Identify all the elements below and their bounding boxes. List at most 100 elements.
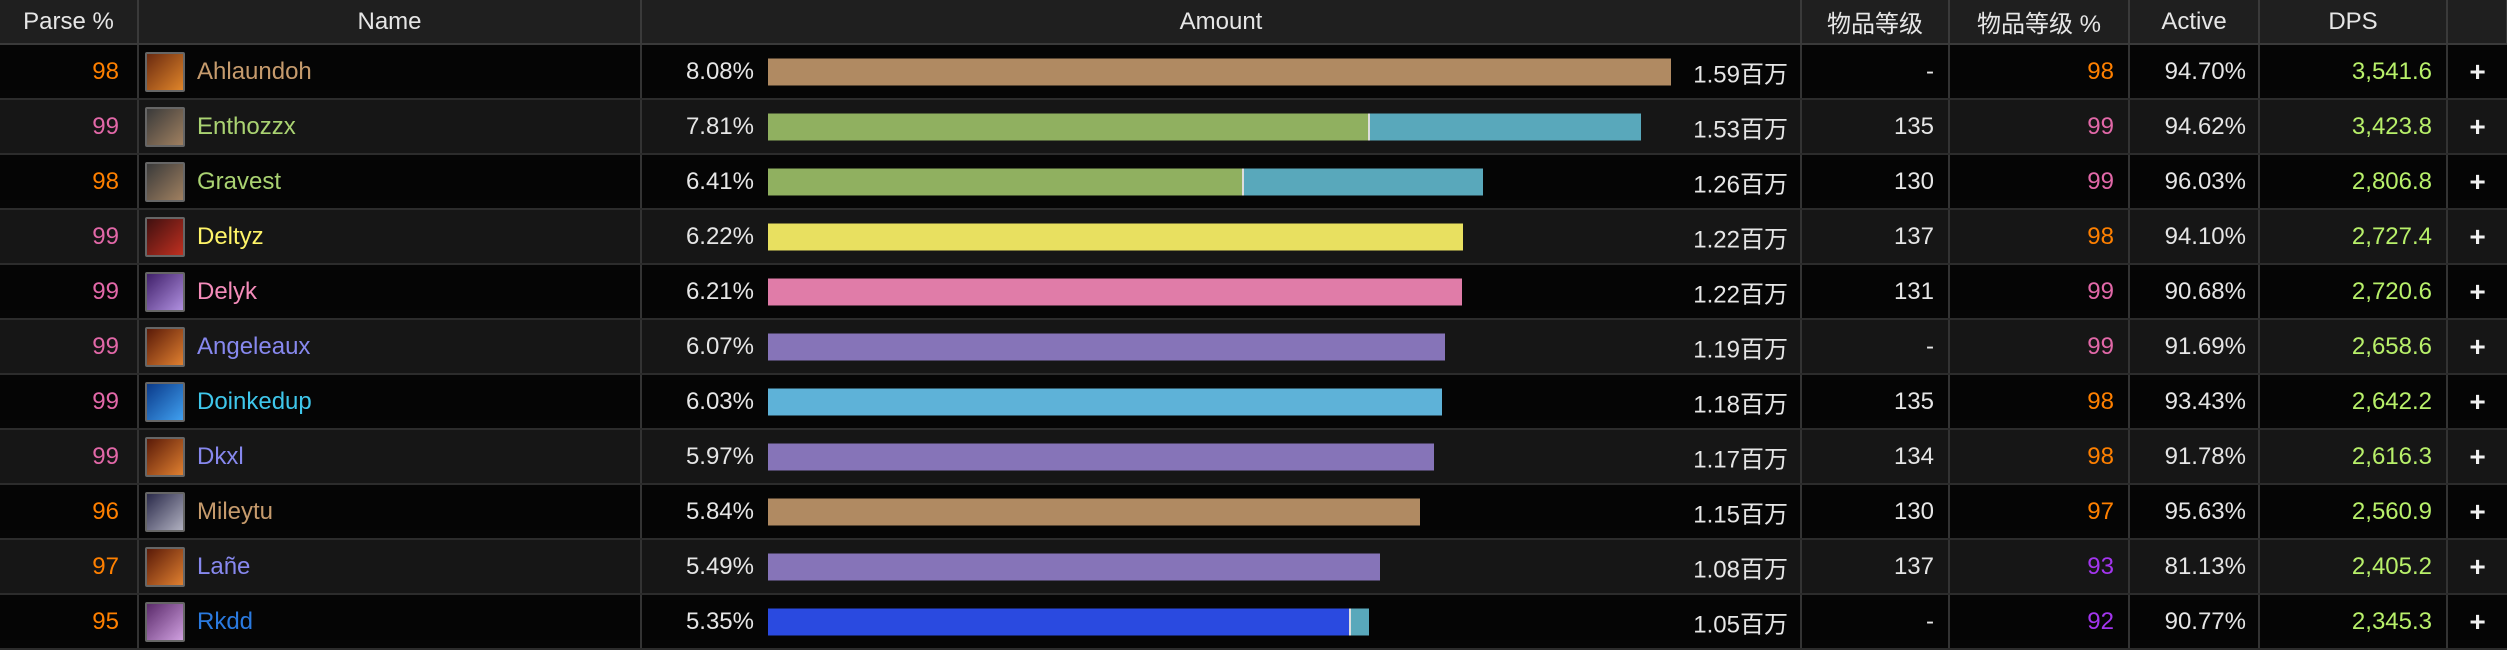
col-header-active[interactable]: Active — [2129, 0, 2260, 45]
active-cell: 93.43% — [2129, 374, 2260, 430]
table-row[interactable]: 98 Gravest 6.41% 1.26百万 130 99 96.03% 2,806.8 + — [0, 154, 2507, 210]
warlock-class-icon — [145, 436, 185, 477]
name-cell[interactable]: Lañe — [138, 539, 642, 595]
ilvl-value: 135 — [1893, 112, 1934, 140]
amount-percent: 8.08% — [685, 57, 754, 85]
amount-percent: 7.81% — [685, 112, 754, 140]
dps-cell: 2,806.8 — [2259, 154, 2448, 210]
name-cell[interactable]: Deltyz — [138, 209, 642, 265]
player-name-link[interactable]: Lañe — [197, 552, 251, 580]
ilvl-pct-value: 99 — [2087, 332, 2114, 360]
expand-plus-icon[interactable]: + — [2469, 550, 2486, 582]
expand-plus-icon[interactable]: + — [2469, 385, 2486, 417]
col-header-name[interactable]: Name — [138, 0, 642, 45]
parse-value: 95 — [92, 607, 119, 635]
col-header-parse[interactable]: Parse % — [0, 0, 139, 45]
expand-cell[interactable]: + — [2447, 319, 2507, 375]
expand-cell[interactable]: + — [2447, 99, 2507, 155]
expand-cell[interactable]: + — [2447, 154, 2507, 210]
table-row[interactable]: 99 Dkxl 5.97% 1.17百万 134 98 91.78% 2,616.3 + — [0, 429, 2507, 485]
amount-cell: 6.07% 1.19百万 — [641, 319, 1802, 375]
name-cell[interactable]: Delyk — [138, 264, 642, 320]
ilvl-value: - — [1926, 607, 1934, 635]
table-row[interactable]: 96 Mileytu 5.84% 1.15百万 130 97 95.63% 2,560.9 + — [0, 484, 2507, 540]
active-value: 94.10% — [2164, 222, 2246, 250]
expand-plus-icon[interactable]: + — [2469, 330, 2486, 362]
expand-cell[interactable]: + — [2447, 484, 2507, 540]
expand-plus-icon[interactable]: + — [2469, 275, 2486, 307]
amount-bar-segment — [768, 388, 1442, 415]
dps-cell: 2,727.4 — [2259, 209, 2448, 265]
amount-bar — [768, 223, 1463, 250]
expand-cell[interactable]: + — [2447, 374, 2507, 430]
col-header-ilvl-pct[interactable]: 物品等级 % — [1949, 0, 2130, 45]
col-header-dps[interactable]: DPS — [2259, 0, 2448, 45]
table-row[interactable]: 95 Rkdd 5.35% 1.05百万 - 92 90.77% 2,345.3 + — [0, 594, 2507, 650]
expand-cell[interactable]: + — [2447, 594, 2507, 650]
table-row[interactable]: 99 Deltyz 6.22% 1.22百万 137 98 94.10% 2,727.4 + — [0, 209, 2507, 265]
expand-plus-icon[interactable]: + — [2469, 55, 2486, 87]
player-name-link[interactable]: Enthozzx — [197, 112, 296, 140]
ilvl-cell: - — [1801, 319, 1950, 375]
player-name-link[interactable]: Dkxl — [197, 442, 244, 470]
ilvl-pct-value: 98 — [2087, 222, 2114, 250]
name-cell[interactable]: Mileytu — [138, 484, 642, 540]
player-name-link[interactable]: Mileytu — [197, 497, 274, 525]
name-cell[interactable]: Ahlaundoh — [138, 44, 642, 100]
name-cell[interactable]: Enthozzx — [138, 99, 642, 155]
amount-bar — [768, 278, 1462, 305]
player-name-link[interactable]: Delyk — [197, 277, 258, 305]
expand-plus-icon[interactable]: + — [2469, 605, 2486, 637]
amount-cell: 8.08% 1.59百万 — [641, 44, 1802, 100]
table-row[interactable]: 99 Enthozzx 7.81% 1.53百万 135 99 94.62% 3,423.8 + — [0, 99, 2507, 155]
player-name-link[interactable]: Deltyz — [197, 222, 264, 250]
col-header-amount[interactable]: Amount — [641, 0, 1802, 45]
name-cell[interactable]: Doinkedup — [138, 374, 642, 430]
player-name-link[interactable]: Gravest — [197, 167, 282, 195]
name-cell[interactable]: Angeleaux — [138, 319, 642, 375]
expand-cell[interactable]: + — [2447, 539, 2507, 595]
expand-plus-icon[interactable]: + — [2469, 440, 2486, 472]
table-row[interactable]: 99 Angeleaux 6.07% 1.19百万 - 99 91.69% 2,658.6 + — [0, 319, 2507, 375]
table-row[interactable]: 99 Delyk 6.21% 1.22百万 131 99 90.68% 2,720.6 + — [0, 264, 2507, 320]
expand-cell[interactable]: + — [2447, 429, 2507, 485]
ilvl-pct-value: 98 — [2087, 57, 2114, 85]
amount-bar-segment — [768, 113, 1368, 140]
player-name-link[interactable]: Angeleaux — [197, 332, 311, 360]
player-name-link[interactable]: Doinkedup — [197, 387, 312, 415]
expand-cell[interactable]: + — [2447, 44, 2507, 100]
table-row[interactable]: 97 Lañe 5.49% 1.08百万 137 93 81.13% 2,405.2 + — [0, 539, 2507, 595]
dps-cell: 2,345.3 — [2259, 594, 2448, 650]
expand-plus-icon[interactable]: + — [2469, 165, 2486, 197]
ilvl-value: 130 — [1893, 497, 1934, 525]
name-cell[interactable]: Rkdd — [138, 594, 642, 650]
dps-value: 2,727.4 — [2351, 222, 2432, 250]
amount-cell: 5.49% 1.08百万 — [641, 539, 1802, 595]
expand-plus-icon[interactable]: + — [2469, 495, 2486, 527]
active-cell: 81.13% — [2129, 539, 2260, 595]
amount-percent: 5.35% — [685, 607, 754, 635]
table-row[interactable]: 99 Doinkedup 6.03% 1.18百万 135 98 93.43% 2,642.2… — [0, 374, 2507, 430]
expand-cell[interactable]: + — [2447, 264, 2507, 320]
name-cell[interactable]: Gravest — [138, 154, 642, 210]
ilvl-cell: - — [1801, 594, 1950, 650]
player-name-link[interactable]: Rkdd — [197, 607, 254, 635]
warlock-class-icon — [145, 546, 185, 587]
rogue-class-icon — [145, 216, 185, 257]
name-cell[interactable]: Dkxl — [138, 429, 642, 485]
expand-plus-icon[interactable]: + — [2469, 110, 2486, 142]
expand-cell[interactable]: + — [2447, 209, 2507, 265]
ilvl-pct-cell: 98 — [1949, 429, 2130, 485]
expand-plus-icon[interactable]: + — [2469, 220, 2486, 252]
amount-cell: 5.84% 1.15百万 — [641, 484, 1802, 540]
col-header-ilvl[interactable]: 物品等级 — [1801, 0, 1950, 45]
parse-cell: 95 — [0, 594, 139, 650]
amount-value: 1.18百万 — [1693, 391, 1788, 418]
parse-cell: 99 — [0, 264, 139, 320]
amount-bar-segment — [1368, 113, 1641, 140]
table-row[interactable]: 98 Ahlaundoh 8.08% 1.59百万 - 98 94.70% 3,541.6 + — [0, 44, 2507, 100]
ilvl-pct-cell: 97 — [1949, 484, 2130, 540]
player-name-link[interactable]: Ahlaundoh — [197, 57, 312, 85]
amount-percent: 5.49% — [685, 552, 754, 580]
